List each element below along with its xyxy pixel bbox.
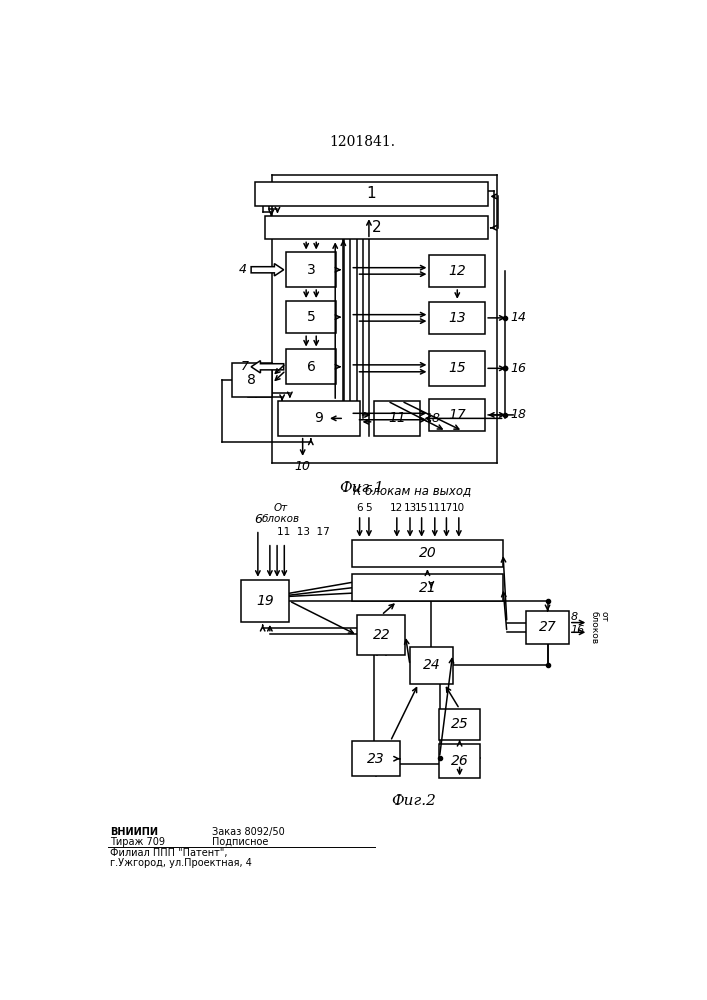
Text: 19: 19: [256, 594, 274, 608]
Text: 15: 15: [415, 503, 428, 513]
Bar: [429, 399, 485, 431]
Bar: [255, 182, 488, 206]
Text: 9: 9: [315, 411, 323, 425]
Text: 14: 14: [510, 311, 527, 324]
Bar: [352, 741, 400, 776]
Text: 8: 8: [247, 373, 257, 387]
Bar: [352, 574, 503, 601]
Text: 23: 23: [367, 752, 385, 766]
Text: Фиг.1: Фиг.1: [339, 481, 385, 495]
Text: 11: 11: [428, 503, 441, 513]
Text: ВНИИПИ: ВНИИПИ: [110, 827, 158, 837]
Text: Филиал ППП "Патент",: Филиал ППП "Патент",: [110, 848, 228, 858]
FancyArrow shape: [251, 361, 284, 373]
Text: 4: 4: [238, 263, 247, 276]
Text: 25: 25: [451, 717, 469, 731]
Text: Фиг.2: Фиг.2: [392, 794, 436, 808]
Text: 1201841.: 1201841.: [329, 135, 395, 149]
Bar: [373, 401, 420, 436]
Text: 10: 10: [452, 503, 465, 513]
Text: 5: 5: [366, 503, 373, 513]
Text: 12: 12: [390, 503, 404, 513]
Text: 20: 20: [419, 546, 436, 560]
Text: 17: 17: [440, 503, 453, 513]
Text: 16: 16: [510, 362, 527, 375]
Bar: [352, 540, 503, 567]
Text: От
блоков: От блоков: [262, 503, 300, 524]
Text: 16: 16: [571, 625, 585, 635]
Text: К блокам на выход: К блокам на выход: [353, 484, 472, 497]
Text: 13: 13: [404, 503, 416, 513]
Text: 18: 18: [510, 408, 527, 421]
Bar: [440, 709, 480, 740]
Text: 5: 5: [307, 310, 315, 324]
Text: 3: 3: [307, 263, 315, 277]
Text: Подписное: Подписное: [212, 837, 269, 847]
Text: 2: 2: [371, 220, 381, 235]
Bar: [279, 401, 360, 436]
Text: 22: 22: [373, 628, 390, 642]
Bar: [440, 744, 480, 778]
Bar: [286, 252, 337, 287]
Text: г.Ужгород, ул.Проектная, 4: г.Ужгород, ул.Проектная, 4: [110, 858, 252, 868]
Text: 12: 12: [448, 264, 466, 278]
Text: 6: 6: [356, 503, 363, 513]
Text: 24: 24: [423, 658, 440, 672]
Text: 11: 11: [388, 411, 406, 425]
Text: 7: 7: [241, 360, 249, 373]
Text: 26: 26: [451, 754, 469, 768]
Text: 17: 17: [448, 408, 466, 422]
Text: 10: 10: [295, 460, 310, 473]
Bar: [241, 580, 289, 622]
Bar: [232, 363, 272, 397]
Text: Тираж 709: Тираж 709: [110, 837, 165, 847]
Text: Заказ 8092/50: Заказ 8092/50: [212, 827, 285, 837]
Bar: [286, 349, 337, 384]
Bar: [526, 611, 569, 644]
Bar: [286, 301, 337, 333]
Text: 1: 1: [366, 186, 376, 201]
Text: 27: 27: [539, 620, 556, 634]
Text: 13: 13: [448, 311, 466, 325]
Bar: [429, 255, 485, 287]
Text: 15: 15: [448, 361, 466, 375]
Bar: [410, 647, 452, 684]
Text: от
блоков: от блоков: [589, 611, 609, 644]
Bar: [429, 302, 485, 334]
Bar: [429, 351, 485, 386]
Bar: [357, 615, 405, 655]
Text: 6: 6: [307, 360, 315, 374]
FancyArrow shape: [251, 264, 284, 276]
Text: 18: 18: [424, 412, 440, 425]
Text: 6: 6: [254, 513, 262, 526]
Bar: [265, 216, 488, 239]
Text: 11  13  17: 11 13 17: [276, 527, 329, 537]
Text: 21: 21: [419, 581, 436, 595]
Text: 8: 8: [571, 612, 578, 622]
